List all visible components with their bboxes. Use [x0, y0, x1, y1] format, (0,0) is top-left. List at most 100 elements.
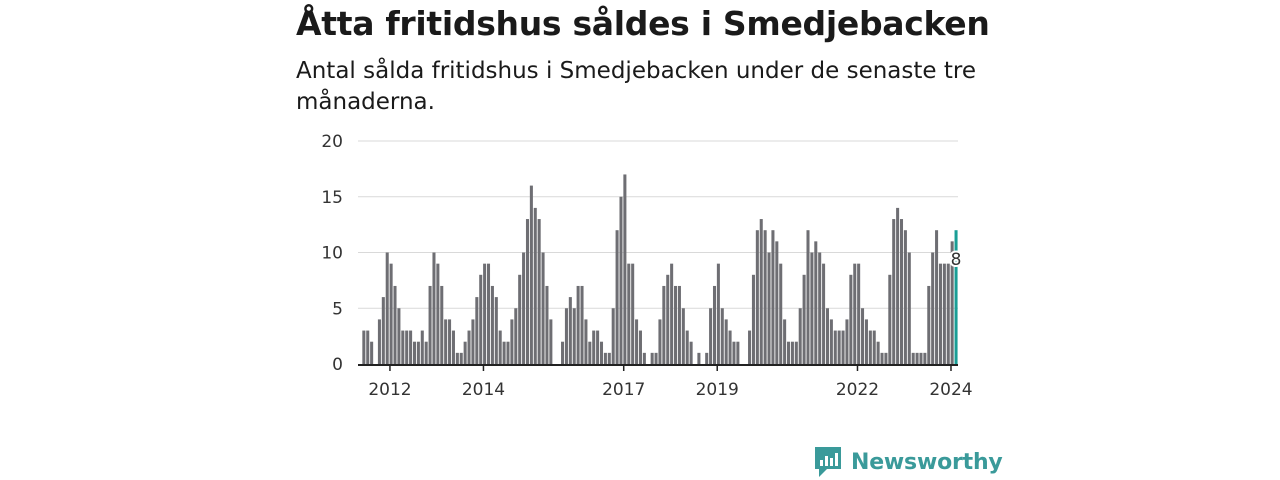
bar [658, 319, 662, 364]
bar [837, 330, 841, 364]
bar [919, 352, 923, 364]
bar [561, 341, 565, 364]
bar [627, 263, 631, 364]
bar [927, 285, 931, 364]
bar [642, 352, 646, 364]
bar [611, 308, 615, 364]
bar [845, 319, 849, 364]
bar [849, 274, 853, 364]
bar [650, 352, 654, 364]
bar [903, 230, 907, 364]
bars [362, 174, 958, 364]
bar [409, 330, 413, 364]
bar [950, 241, 954, 364]
bar [736, 341, 740, 364]
gridlines [358, 140, 958, 309]
bar [490, 285, 494, 364]
bar [381, 297, 385, 364]
bar [798, 308, 802, 364]
bar [420, 330, 424, 364]
bar [416, 341, 420, 364]
bar [615, 230, 619, 364]
bar [428, 285, 432, 364]
y-tick-label: 0 [332, 355, 343, 375]
bar [432, 252, 436, 364]
x-tick-label: 2012 [368, 380, 411, 400]
bar [448, 319, 452, 364]
bar [884, 352, 888, 364]
y-tick-label: 5 [332, 299, 343, 319]
bar [631, 263, 635, 364]
bar [545, 285, 549, 364]
bar [514, 308, 518, 364]
bar [728, 330, 732, 364]
bar [498, 330, 502, 364]
bar [385, 252, 389, 364]
bar [720, 308, 724, 364]
bar [603, 352, 607, 364]
bar [475, 297, 479, 364]
bar [814, 241, 818, 364]
bar [525, 219, 529, 364]
bar [946, 263, 950, 364]
bar [899, 219, 904, 364]
bar [405, 330, 409, 364]
bar [463, 341, 467, 364]
bar [876, 341, 880, 364]
highlight-value-label: 8 [951, 250, 962, 270]
bar-chart: 0 5 10 15 20 2012 2014 2017 2019 2022 2024 8 [321, 132, 973, 400]
bar [938, 263, 942, 364]
bar [377, 319, 381, 364]
bar [572, 308, 576, 364]
bar [748, 330, 752, 364]
bar [810, 252, 814, 364]
bar [712, 285, 717, 364]
bar [767, 252, 771, 364]
bar [412, 341, 417, 364]
bar [868, 330, 872, 364]
bar [755, 230, 759, 364]
bar [401, 330, 405, 364]
x-tick-label: 2024 [929, 380, 972, 400]
bar [763, 230, 767, 364]
bar [872, 330, 876, 364]
bar [677, 285, 681, 364]
annotations: 8 [949, 248, 964, 272]
bar [455, 352, 459, 364]
bar [564, 308, 568, 364]
bar [654, 352, 658, 364]
bar [709, 308, 713, 364]
x-axis-ticks: 2012 2014 2017 2019 2022 2024 [368, 365, 973, 400]
bar [444, 319, 448, 364]
bar [907, 252, 911, 364]
bar [506, 341, 510, 364]
bar [494, 297, 498, 364]
bar [529, 185, 533, 364]
bar [366, 330, 370, 364]
newsworthy-logo-text: Newsworthy [851, 449, 1003, 475]
bar [397, 308, 401, 364]
bar [522, 252, 526, 364]
bar [779, 263, 783, 364]
bar [790, 341, 794, 364]
bar [931, 252, 935, 364]
bar [732, 341, 736, 364]
bar [724, 319, 728, 364]
bar [584, 319, 588, 364]
bar [436, 263, 440, 364]
chart-subtitle: Antal sålda fritidshus i Smedjebacken un… [296, 58, 976, 115]
bar [716, 263, 720, 364]
bar [783, 319, 787, 364]
bar [580, 285, 584, 364]
bar [806, 230, 810, 364]
bar [759, 219, 763, 364]
y-axis-ticks: 0 5 10 15 20 [321, 132, 343, 375]
bar [833, 330, 837, 364]
bar [623, 174, 627, 364]
bar [861, 308, 865, 364]
bar [935, 230, 939, 364]
bar [549, 319, 553, 364]
bar [771, 230, 775, 364]
bar [923, 352, 927, 364]
bar [896, 207, 900, 364]
